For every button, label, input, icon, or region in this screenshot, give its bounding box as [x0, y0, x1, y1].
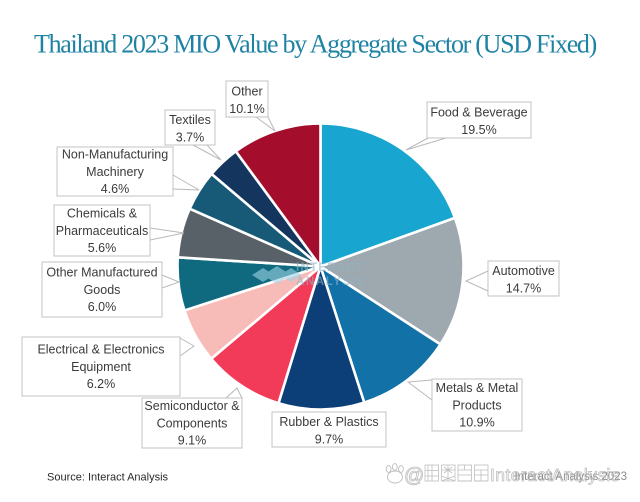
svg-text:Products: Products	[452, 398, 501, 412]
svg-text:9.1%: 9.1%	[178, 434, 207, 448]
svg-text:Textiles: Textiles	[169, 113, 211, 127]
svg-text:4.6%: 4.6%	[101, 182, 130, 196]
svg-text:Non-Manufacturing: Non-Manufacturing	[62, 148, 168, 162]
svg-text:Automotive: Automotive	[492, 264, 555, 278]
svg-text:6.0%: 6.0%	[88, 300, 117, 314]
svg-text:@: @	[404, 465, 424, 487]
svg-text:3.7%: 3.7%	[176, 131, 205, 145]
svg-text:Chemicals &: Chemicals &	[67, 207, 138, 221]
svg-text:14.7%: 14.7%	[506, 282, 541, 296]
svg-text:Source: Interact Analysis: Source: Interact Analysis	[47, 472, 169, 484]
svg-text:Components: Components	[157, 416, 228, 430]
svg-text:10.9%: 10.9%	[459, 416, 494, 430]
svg-text:INTERACT: INTERACT	[296, 262, 365, 274]
svg-text:Equipment: Equipment	[71, 360, 131, 374]
svg-text:Machinery: Machinery	[86, 165, 144, 179]
svg-text:Semiconductor &: Semiconductor &	[144, 399, 240, 413]
svg-text:Other: Other	[231, 84, 262, 98]
svg-text:ANALYSIS: ANALYSIS	[296, 276, 366, 288]
svg-text:Metals & Metal: Metals & Metal	[436, 381, 519, 395]
svg-text:Food & Beverage: Food & Beverage	[430, 105, 527, 119]
svg-text:Thailand 2023 MIO Value by Agg: Thailand 2023 MIO Value by Aggregate Sec…	[34, 30, 597, 59]
svg-text:Electrical & Electronics: Electrical & Electronics	[37, 343, 164, 357]
svg-text:9.7%: 9.7%	[315, 433, 344, 447]
svg-text:Other Manufactured: Other Manufactured	[46, 266, 157, 280]
svg-text:5.6%: 5.6%	[88, 241, 117, 255]
svg-text:Goods: Goods	[84, 283, 121, 297]
svg-text:Rubber & Plastics: Rubber & Plastics	[279, 415, 378, 429]
svg-text:InteractAnalysis: InteractAnalysis	[490, 465, 620, 485]
svg-text:Pharmaceuticals: Pharmaceuticals	[56, 224, 148, 238]
svg-text:19.5%: 19.5%	[461, 123, 496, 137]
svg-text:6.2%: 6.2%	[87, 377, 116, 391]
svg-text:Interact Analysis 2023: Interact Analysis 2023	[514, 471, 627, 483]
svg-text:10.1%: 10.1%	[229, 102, 264, 116]
